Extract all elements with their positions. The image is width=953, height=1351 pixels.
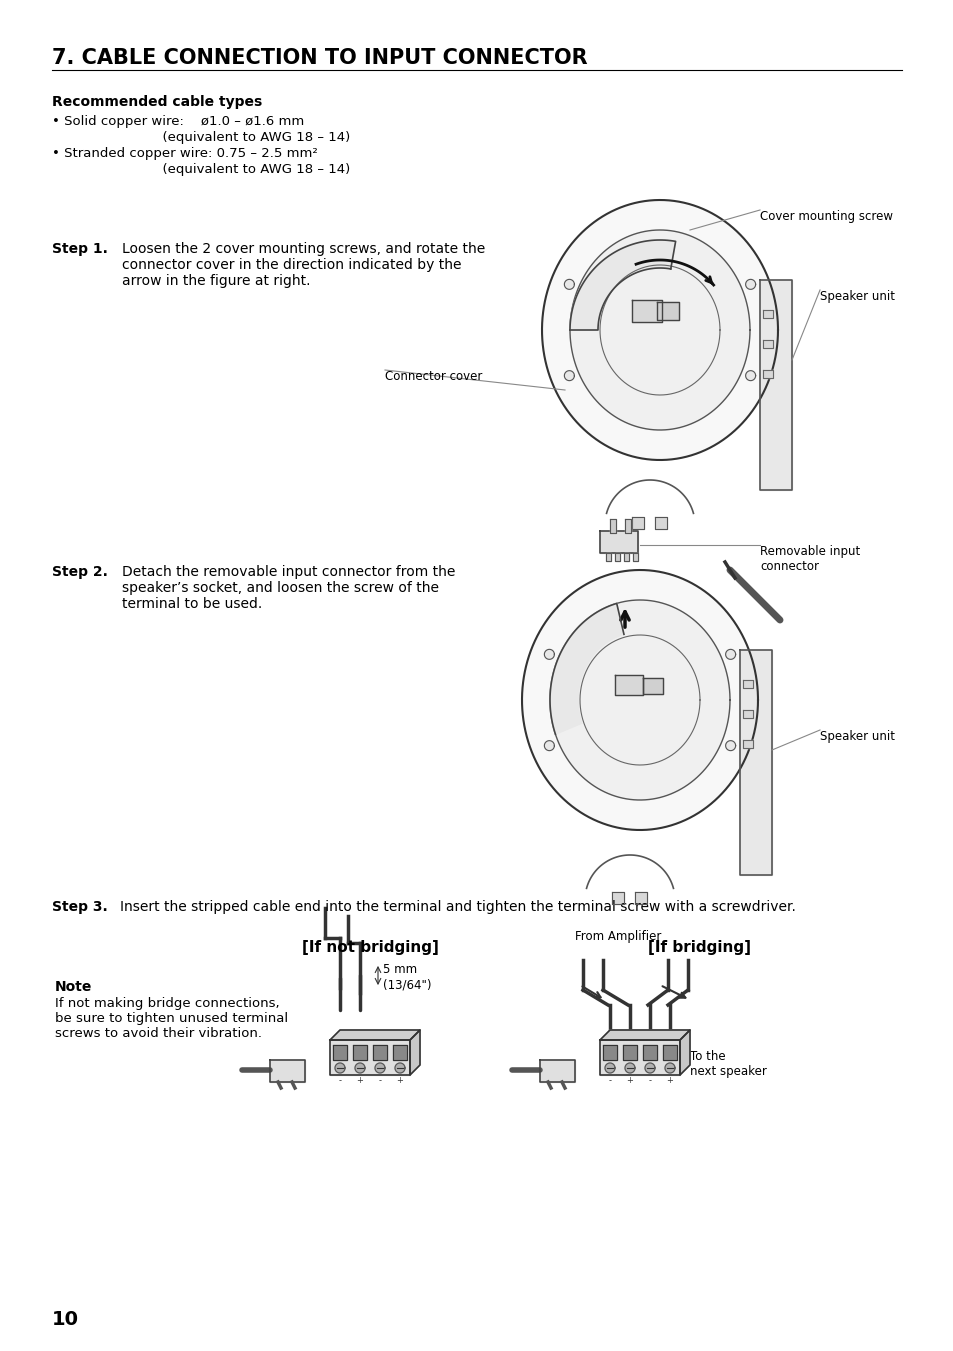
Polygon shape (602, 1046, 617, 1061)
Text: -: - (648, 1075, 651, 1085)
Text: [If bridging]: [If bridging] (648, 940, 751, 955)
Polygon shape (599, 1040, 679, 1075)
Polygon shape (662, 1046, 677, 1061)
Text: Note: Note (55, 979, 92, 994)
Text: • Solid copper wire:    ø1.0 – ø1.6 mm: • Solid copper wire: ø1.0 – ø1.6 mm (52, 115, 304, 128)
Polygon shape (655, 517, 666, 530)
Polygon shape (605, 553, 610, 561)
Polygon shape (539, 1061, 575, 1082)
Polygon shape (762, 309, 772, 317)
Polygon shape (760, 280, 791, 490)
Text: (equivalent to AWG 18 – 14): (equivalent to AWG 18 – 14) (52, 163, 350, 176)
Polygon shape (564, 370, 574, 381)
Polygon shape (615, 676, 642, 694)
Polygon shape (624, 519, 630, 534)
Polygon shape (635, 892, 646, 904)
Polygon shape (622, 1046, 637, 1061)
Polygon shape (657, 303, 679, 320)
Text: +: + (396, 1075, 403, 1085)
Polygon shape (541, 200, 778, 459)
Polygon shape (624, 1063, 635, 1073)
Polygon shape (615, 553, 619, 561)
Polygon shape (564, 280, 574, 289)
Polygon shape (679, 1029, 689, 1075)
Polygon shape (355, 1063, 365, 1073)
Text: Speaker unit: Speaker unit (820, 290, 894, 303)
Polygon shape (664, 1063, 675, 1073)
Text: 10: 10 (52, 1310, 79, 1329)
Polygon shape (375, 1063, 385, 1073)
Polygon shape (742, 740, 752, 748)
Polygon shape (740, 650, 771, 875)
Polygon shape (623, 553, 628, 561)
Polygon shape (270, 1061, 305, 1082)
Text: Insert the stripped cable end into the terminal and tighten the terminal screw w: Insert the stripped cable end into the t… (120, 900, 795, 915)
Polygon shape (725, 740, 735, 751)
Polygon shape (604, 1063, 615, 1073)
Text: 7. CABLE CONNECTION TO INPUT CONNECTOR: 7. CABLE CONNECTION TO INPUT CONNECTOR (52, 49, 587, 68)
Polygon shape (330, 1040, 410, 1075)
Polygon shape (642, 678, 662, 694)
Polygon shape (395, 1063, 405, 1073)
Polygon shape (521, 570, 758, 830)
Text: Step 1.: Step 1. (52, 242, 108, 255)
Polygon shape (550, 600, 729, 800)
Polygon shape (633, 553, 638, 561)
Polygon shape (745, 370, 755, 381)
Text: Step 3.: Step 3. (52, 900, 108, 915)
Polygon shape (569, 240, 675, 330)
Polygon shape (742, 680, 752, 688)
Polygon shape (631, 300, 661, 322)
Polygon shape (410, 1029, 419, 1075)
Polygon shape (330, 1029, 419, 1040)
Text: [If not bridging]: [If not bridging] (301, 940, 438, 955)
Text: -: - (378, 1075, 381, 1085)
Text: speaker’s socket, and loosen the screw of the: speaker’s socket, and loosen the screw o… (122, 581, 438, 594)
Text: Removable input
connector: Removable input connector (760, 544, 860, 573)
Text: Cover mounting screw: Cover mounting screw (760, 209, 892, 223)
Polygon shape (333, 1046, 347, 1061)
Polygon shape (550, 604, 623, 734)
Text: terminal to be used.: terminal to be used. (122, 597, 262, 611)
Text: (equivalent to AWG 18 – 14): (equivalent to AWG 18 – 14) (52, 131, 350, 145)
Polygon shape (373, 1046, 387, 1061)
Text: arrow in the figure at right.: arrow in the figure at right. (122, 274, 310, 288)
Text: Step 2.: Step 2. (52, 565, 108, 580)
Polygon shape (742, 711, 752, 717)
Polygon shape (609, 519, 616, 534)
Text: Speaker unit: Speaker unit (820, 730, 894, 743)
Text: -: - (608, 1075, 611, 1085)
Text: Detach the removable input connector from the: Detach the removable input connector fro… (122, 565, 455, 580)
Polygon shape (599, 1029, 689, 1040)
Polygon shape (612, 892, 623, 904)
Text: connector cover in the direction indicated by the: connector cover in the direction indicat… (122, 258, 461, 272)
Polygon shape (725, 650, 735, 659)
Text: Recommended cable types: Recommended cable types (52, 95, 262, 109)
Polygon shape (631, 517, 643, 530)
Text: If not making bridge connections,
be sure to tighten unused terminal
screws to a: If not making bridge connections, be sur… (55, 997, 288, 1040)
Text: Loosen the 2 cover mounting screws, and rotate the: Loosen the 2 cover mounting screws, and … (122, 242, 485, 255)
Polygon shape (599, 531, 638, 553)
Polygon shape (644, 1063, 655, 1073)
Text: • Stranded copper wire: 0.75 – 2.5 mm²: • Stranded copper wire: 0.75 – 2.5 mm² (52, 147, 317, 159)
Text: +: + (356, 1075, 363, 1085)
Text: From Amplifier: From Amplifier (575, 929, 660, 943)
Polygon shape (353, 1046, 367, 1061)
Text: To the
next speaker: To the next speaker (689, 1050, 766, 1078)
Polygon shape (762, 340, 772, 349)
Polygon shape (762, 370, 772, 378)
Polygon shape (544, 740, 554, 751)
Text: +: + (666, 1075, 673, 1085)
Text: 5 mm
(13/64"): 5 mm (13/64") (382, 963, 431, 992)
Polygon shape (745, 280, 755, 289)
Polygon shape (393, 1046, 407, 1061)
Polygon shape (642, 1046, 657, 1061)
Polygon shape (335, 1063, 345, 1073)
Polygon shape (569, 230, 749, 430)
Text: -: - (338, 1075, 341, 1085)
Text: Connector cover: Connector cover (385, 370, 482, 382)
Text: +: + (626, 1075, 633, 1085)
Polygon shape (544, 650, 554, 659)
